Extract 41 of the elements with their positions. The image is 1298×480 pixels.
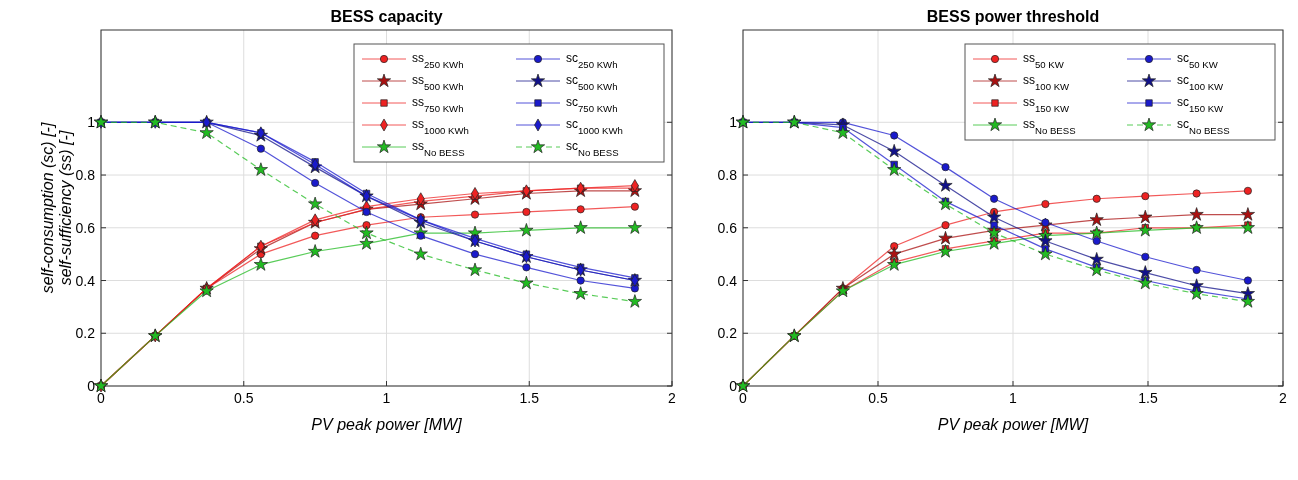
x-tick-label: 0.5 <box>234 390 254 406</box>
chart-title: BESS capacity <box>330 8 443 25</box>
legend-label: ss$_{250 KWh}$ <box>412 51 464 70</box>
y-tick-label: 0.6 <box>717 219 738 236</box>
y-tick-label: 0.8 <box>75 167 96 184</box>
x-tick-label: 2 <box>668 390 677 406</box>
y-tick-label: 0.4 <box>75 272 96 289</box>
y-axis-title: self-consumption (sc) [-] self-sufficiency (ss) [-] <box>39 122 74 294</box>
y-tick-label: 1 <box>729 114 738 131</box>
x-tick-label: 0 <box>739 390 748 406</box>
legend-label: sc$_{150 KW}$ <box>1177 95 1225 114</box>
legend-label: sc$_{500 KWh}$ <box>566 73 618 92</box>
y-tick-label: 0 <box>729 378 738 394</box>
legend-label: sc$_{750 KWh}$ <box>566 95 618 114</box>
legend-label: sc$_{50 KW}$ <box>1177 51 1219 70</box>
x-tick-label: 0.5 <box>868 390 888 406</box>
legend-label: sc$_{250 KWh}$ <box>566 51 618 70</box>
y-tick-label: 0.2 <box>717 325 738 342</box>
x-tick-label: 0 <box>97 390 106 406</box>
x-axis-title: PV peak power [MW] <box>937 416 1089 433</box>
x-axis-title: PV peak power [MW] <box>311 416 463 433</box>
y-tick-label: 0.4 <box>717 272 738 289</box>
x-tick-label: 1 <box>382 390 391 406</box>
x-tick-label: 2 <box>1279 390 1288 406</box>
legend-label: ss$_{150 KW}$ <box>1023 95 1071 114</box>
x-tick-label: 1.5 <box>1138 390 1158 406</box>
y-tick-label: 0.8 <box>717 167 738 184</box>
legend-label: ss$_{No BESS}$ <box>1023 117 1076 136</box>
y-tick-label: 0.2 <box>75 325 96 342</box>
legend-label: ss$_{750 KWh}$ <box>412 95 464 114</box>
legend-label: ss$_{100 KW}$ <box>1023 73 1071 92</box>
x-tick-label: 1 <box>1009 390 1018 406</box>
y-tick-label: 1 <box>87 114 96 131</box>
y-tick-label: 0 <box>87 378 96 394</box>
legend-label: ss$_{50 KW}$ <box>1023 51 1065 70</box>
chart-title: BESS power threshold <box>926 8 1100 25</box>
legend-label: sc$_{No BESS}$ <box>1177 117 1230 136</box>
x-tick-label: 1.5 <box>519 390 540 406</box>
legend-label: sc$_{100 KW}$ <box>1177 73 1225 92</box>
legend-label: ss$_{500 KWh}$ <box>412 73 464 92</box>
y-tick-label: 0.6 <box>75 219 96 236</box>
